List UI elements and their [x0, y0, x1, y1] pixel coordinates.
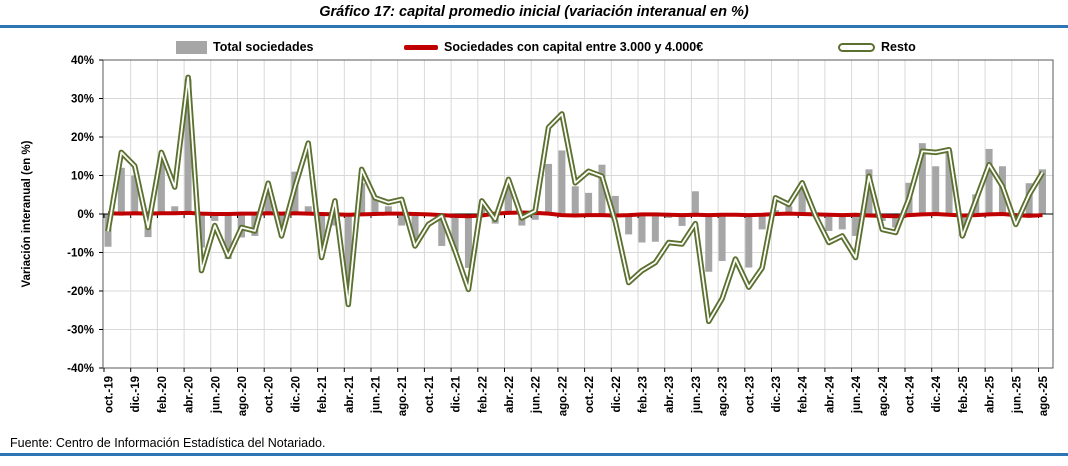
svg-text:ago.-21: ago.-21	[397, 375, 409, 416]
red-line-swatch-icon	[404, 44, 438, 50]
svg-text:dic.-19: dic.-19	[130, 376, 142, 412]
svg-text:feb.-25: feb.-25	[958, 375, 970, 413]
svg-text:feb.-21: feb.-21	[317, 375, 329, 413]
svg-text:-30%: -30%	[67, 325, 94, 337]
svg-text:oct.-24: oct.-24	[905, 375, 917, 413]
olive-line-swatch-icon	[838, 42, 875, 52]
legend-label-total: Total sociedades	[213, 40, 314, 54]
svg-text:feb.-24: feb.-24	[798, 375, 810, 413]
legend-item-total: Total sociedades	[176, 40, 314, 54]
legend-label-capital: Sociedades con capital entre 3.000 y 4.0…	[444, 40, 704, 54]
svg-text:Variación interanual (en %): Variación interanual (en %)	[21, 140, 33, 287]
legend-label-resto: Resto	[881, 40, 916, 54]
svg-text:ago.-25: ago.-25	[1038, 375, 1050, 416]
svg-text:dic.-24: dic.-24	[931, 375, 943, 412]
svg-text:feb.-23: feb.-23	[638, 376, 650, 413]
svg-text:oct.-23: oct.-23	[744, 376, 756, 413]
svg-text:0%: 0%	[77, 209, 94, 221]
svg-text:ago.-23: ago.-23	[718, 376, 730, 416]
svg-text:abr.-24: abr.-24	[824, 375, 836, 413]
footer-rule	[0, 453, 1068, 456]
svg-text:jun.-25: jun.-25	[1011, 375, 1023, 414]
svg-text:feb.-22: feb.-22	[477, 376, 489, 413]
svg-text:oct.-19: oct.-19	[104, 376, 116, 413]
svg-text:jun.-24: jun.-24	[851, 375, 863, 414]
svg-text:dic.-21: dic.-21	[451, 375, 463, 412]
svg-text:abr.-23: abr.-23	[664, 376, 676, 413]
svg-text:ago.-20: ago.-20	[237, 376, 249, 416]
svg-text:10%: 10%	[71, 171, 94, 183]
svg-text:abr.-22: abr.-22	[504, 376, 516, 413]
svg-text:oct.-22: oct.-22	[584, 376, 596, 413]
svg-text:jun.-20: jun.-20	[210, 376, 222, 414]
legend-item-resto: Resto	[838, 40, 916, 54]
svg-text:40%: 40%	[71, 55, 94, 67]
legend-item-capital: Sociedades con capital entre 3.000 y 4.0…	[404, 40, 703, 54]
svg-text:dic.-23: dic.-23	[771, 376, 783, 412]
svg-text:ago.-22: ago.-22	[557, 376, 569, 416]
svg-text:ago.-24: ago.-24	[878, 375, 890, 416]
svg-text:feb.-20: feb.-20	[157, 376, 169, 413]
svg-text:jun.-23: jun.-23	[691, 376, 703, 414]
title-rule	[0, 25, 1068, 28]
chart-title: Gráfico 17: capital promedio inicial (va…	[319, 4, 749, 20]
svg-text:dic.-20: dic.-20	[290, 376, 302, 412]
svg-text:abr.-21: abr.-21	[344, 375, 356, 413]
svg-text:dic.-22: dic.-22	[611, 376, 623, 412]
source-note: Fuente: Centro de Información Estadístic…	[10, 436, 326, 450]
svg-text:oct.-20: oct.-20	[264, 376, 276, 413]
svg-text:abr.-25: abr.-25	[985, 375, 997, 413]
svg-text:30%: 30%	[71, 94, 94, 106]
svg-text:oct.-21: oct.-21	[424, 375, 436, 413]
svg-text:-20%: -20%	[67, 286, 94, 298]
bar-swatch-icon	[176, 40, 207, 54]
svg-text:-10%: -10%	[67, 248, 94, 260]
svg-text:20%: 20%	[71, 132, 94, 144]
svg-text:jun.-21: jun.-21	[371, 375, 383, 414]
svg-text:abr.-20: abr.-20	[184, 376, 196, 413]
svg-text:jun.-22: jun.-22	[531, 376, 543, 414]
svg-text:-40%: -40%	[67, 363, 94, 375]
